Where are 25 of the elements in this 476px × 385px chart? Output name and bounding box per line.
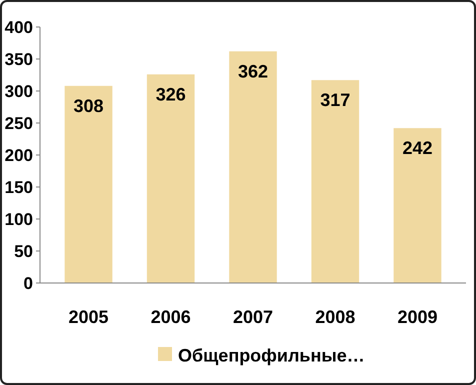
- data-label: 317: [320, 90, 350, 110]
- data-label: 362: [238, 61, 268, 82]
- bar: [311, 80, 360, 283]
- y-tick-label: 350: [4, 50, 33, 69]
- x-tick-label: 2007: [232, 307, 274, 327]
- y-tick-label: 300: [4, 82, 33, 101]
- y-tick-label: 0: [24, 274, 33, 293]
- bar: [64, 86, 112, 283]
- y-tick-label: 150: [4, 178, 33, 197]
- bar: [229, 51, 277, 283]
- x-tick-label: 2006: [150, 307, 191, 327]
- y-tick-label: 100: [4, 210, 33, 229]
- data-label: 308: [74, 96, 104, 116]
- bar: [146, 74, 195, 283]
- x-tick-label: 2005: [68, 307, 109, 327]
- x-tick-label: 2009: [397, 307, 438, 327]
- data-label: 326: [156, 84, 186, 104]
- bar: [394, 128, 442, 283]
- legend-label: Общепрофильные…: [178, 345, 365, 366]
- x-tick-label: 2008: [315, 307, 356, 327]
- y-tick-label: 250: [4, 114, 33, 133]
- data-label: 242: [402, 138, 432, 158]
- y-tick-label: 50: [14, 242, 33, 261]
- y-tick-label: 400: [4, 18, 33, 37]
- y-tick-label: 200: [4, 146, 33, 165]
